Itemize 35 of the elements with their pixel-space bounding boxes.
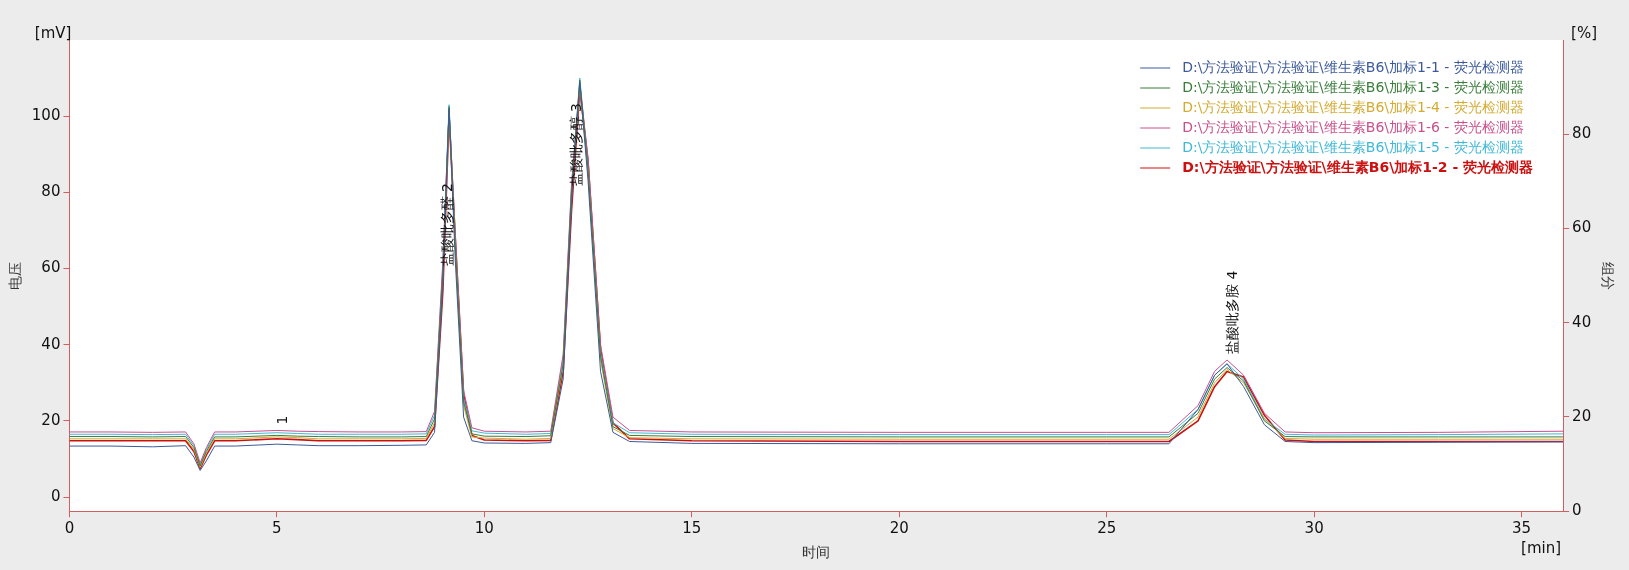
y2-tick-label: 60 bbox=[1572, 218, 1592, 237]
legend-label: D:\方法验证\方法验证\维生素B6\加标1-4 - 荧光检测器 bbox=[1182, 98, 1524, 115]
y2-tick-label: 80 bbox=[1572, 124, 1592, 143]
x-axis-title: 时间 bbox=[802, 544, 831, 561]
annotation: 盐酸吡多醇 3 bbox=[568, 103, 585, 187]
x-tick-label: 35 bbox=[1512, 519, 1532, 538]
legend-label: D:\方法验证\方法验证\维生素B6\加标1-1 - 荧光检测器 bbox=[1182, 58, 1524, 75]
text: [%] bbox=[1571, 24, 1598, 43]
y-tick-label: 60 bbox=[41, 258, 61, 277]
legend-label: D:\方法验证\方法验证\维生素B6\加标1-2 - 荧光检测器 bbox=[1182, 158, 1534, 175]
y2-tick-label: 20 bbox=[1572, 406, 1592, 425]
y-tick-label: 0 bbox=[50, 487, 61, 505]
x-tick-label: 25 bbox=[1097, 519, 1117, 538]
y-tick-label: 100 bbox=[31, 106, 61, 125]
x-tick-label: 30 bbox=[1304, 519, 1324, 538]
annotation: 1 bbox=[273, 415, 290, 425]
annotation: 盐酸吡多醛 2 bbox=[439, 183, 456, 267]
legend-label: D:\方法验证\方法验证\维生素B6\加标1-3 - 荧光检测器 bbox=[1182, 78, 1524, 95]
x-tick-label: 20 bbox=[889, 519, 909, 538]
y2-axis-title: 组分 bbox=[1599, 261, 1616, 290]
annotation: [mV] bbox=[34, 24, 72, 43]
x-tick-label: 5 bbox=[272, 519, 282, 538]
x-tick-label: 10 bbox=[474, 519, 494, 538]
y-tick-label: 80 bbox=[41, 182, 61, 201]
legend-label: D:\方法验证\方法验证\维生素B6\加标1-6 - 荧光检测器 bbox=[1182, 118, 1524, 135]
legend-label: D:\方法验证\方法验证\维生素B6\加标1-5 - 荧光检测器 bbox=[1182, 138, 1524, 155]
y-tick-label: 40 bbox=[41, 334, 61, 353]
x-tick-label: 15 bbox=[682, 519, 702, 538]
y2-tick-label: 0 bbox=[1572, 501, 1582, 520]
y2-tick-label: 40 bbox=[1572, 312, 1592, 331]
x-tick-label: 0 bbox=[64, 519, 75, 538]
y-axis-title: 电压 bbox=[7, 261, 24, 290]
text: [min] bbox=[1521, 538, 1562, 557]
y-tick-label: 20 bbox=[41, 410, 61, 429]
annotation: 盐酸吡多胺 4 bbox=[1223, 270, 1240, 354]
